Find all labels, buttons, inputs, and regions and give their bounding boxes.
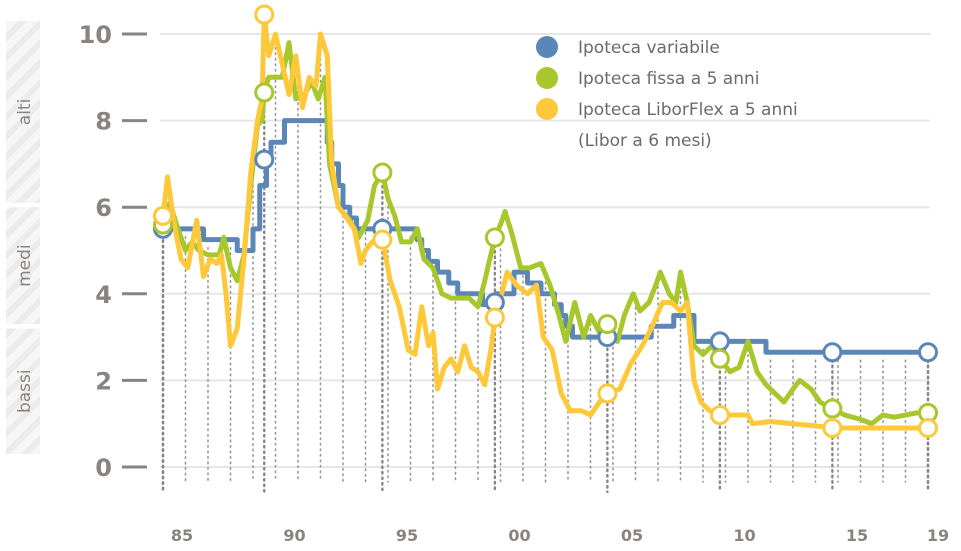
x-tick-label: 95 [396,526,418,545]
series-marker-1 [822,398,843,419]
legend-label-2: Ipoteca LiborFlex a 5 anni [578,100,798,120]
legend-note: (Libor a 6 mesi) [578,131,712,151]
series-markers [153,4,938,439]
series-marker-1 [597,314,618,335]
x-tick-label: 00 [508,526,530,545]
band-medi [6,207,40,325]
year-dotted-lines [161,21,930,494]
y-tick-label: 4 [95,281,112,309]
rate-level-bands: alti medi bassi [6,21,40,455]
band-alti [6,21,40,203]
x-tick-label: 10 [733,526,755,545]
y-axis: 0 2 4 6 8 10 [79,21,147,482]
legend-swatch-2 [536,98,558,120]
x-tick-label: 15 [846,526,868,545]
series-marker-0 [822,342,843,363]
series-marker-0 [709,331,730,352]
series-marker-2 [153,205,173,226]
series-marker-2 [254,4,275,25]
series-marker-2 [484,307,505,328]
band-label-bassi: bassi [15,369,35,413]
series-marker-1 [484,227,505,248]
series-marker-0 [254,149,275,170]
x-tick-label: 90 [283,526,305,545]
series-marker-1 [372,162,393,183]
series-marker-1 [254,82,275,103]
series-marker-2 [709,405,730,426]
x-tick-label: 85 [171,526,193,545]
legend-label-0: Ipoteca variabile [578,38,720,58]
legend: (Libor a 6 mesi) Ipoteca variabile Ipotec… [536,36,798,151]
band-label-alti: alti [15,99,35,126]
series-marker-2 [372,229,393,250]
x-tick-label: 05 [621,526,643,545]
y-tick-label: 0 [95,454,112,482]
legend-swatch-1 [536,67,558,89]
y-tick-label: 8 [95,108,112,136]
series-marker-1 [709,348,730,369]
series-marker-2 [822,418,843,439]
legend-swatch-0 [536,36,558,58]
legend-label-1: Ipoteca fissa a 5 anni [578,69,759,89]
series-marker-2 [597,383,618,404]
series-line-2 [160,12,928,431]
y-tick-label: 6 [95,194,112,222]
band-bassi [6,328,40,455]
x-axis: 85 90 95 00 05 10 15 19 [171,526,949,545]
y-tick-label: 10 [79,21,112,49]
x-tick-label: 19 [927,526,949,545]
series-marker-0 [918,342,938,363]
band-label-medi: medi [15,244,35,287]
y-tick-label: 2 [95,367,112,395]
series-marker-2 [918,418,938,439]
